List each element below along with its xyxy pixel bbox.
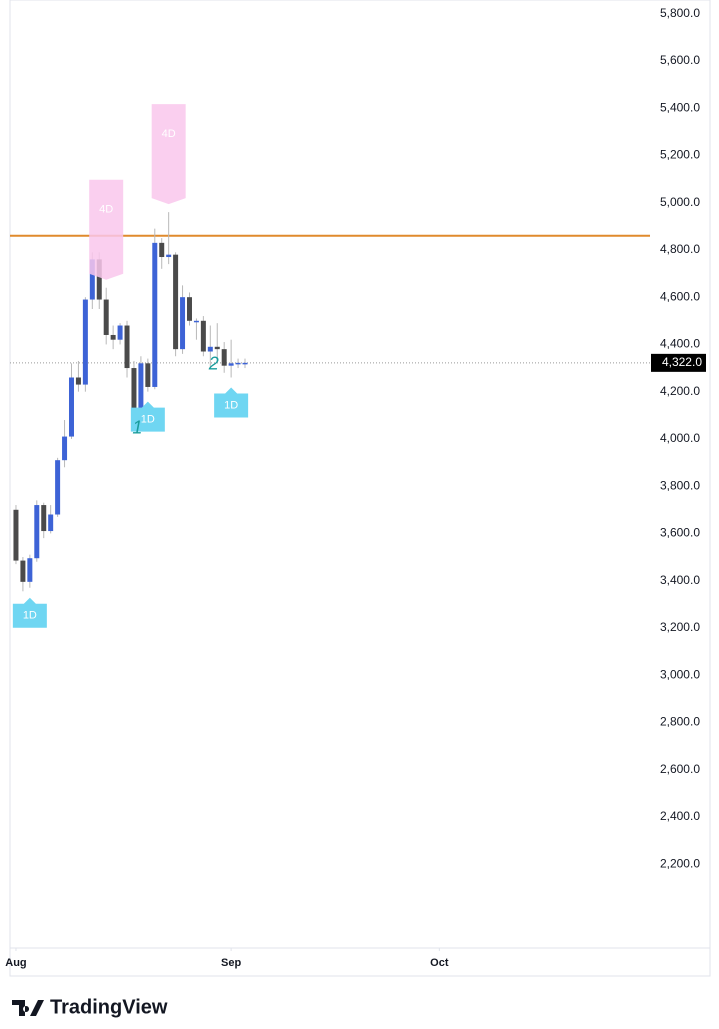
y-tick-label: 2,200.0 (660, 856, 700, 870)
last-price-label: 4,322.0 (662, 355, 702, 369)
y-tick-label: 3,200.0 (660, 620, 700, 634)
y-tick-label: 4,800.0 (660, 242, 700, 256)
candle-body (186, 297, 192, 321)
last-price-box (651, 353, 706, 372)
low-marker-label: 1D (224, 399, 238, 411)
high-marker (89, 179, 124, 280)
candle-body (242, 362, 248, 365)
candle-body (193, 320, 199, 323)
candle-body (75, 377, 81, 385)
low-marker-label: 1D (23, 610, 37, 622)
candle-body (48, 514, 54, 532)
frame (9, 0, 711, 977)
candle-body (117, 325, 123, 340)
candle-body (110, 334, 116, 340)
high-marker (151, 104, 186, 205)
low-marker-label: 1D (141, 414, 155, 426)
brand: TradingView (50, 996, 168, 1018)
candle-body (55, 460, 61, 515)
y-tick-label: 3,600.0 (660, 526, 700, 540)
candle-body (159, 242, 165, 258)
low-marker (12, 597, 47, 628)
candle-body (152, 242, 158, 387)
y-tick-label: 3,800.0 (660, 478, 700, 492)
candle-body (68, 377, 74, 437)
logo-icon (12, 1000, 44, 1016)
candle-body (221, 349, 227, 366)
candle-body (173, 254, 179, 350)
x-tick-label: Aug (5, 957, 26, 969)
low-marker (214, 387, 249, 418)
candle-body (180, 297, 186, 350)
y-tick-label: 2,400.0 (660, 809, 700, 823)
y-tick-label: 2,800.0 (660, 715, 700, 729)
candle-body (34, 505, 40, 559)
candle-body (103, 299, 109, 335)
candle-body (96, 259, 102, 300)
candle-body (166, 254, 172, 258)
y-tick-label: 4,000.0 (660, 431, 700, 445)
candle-body (62, 436, 68, 461)
candle-body (82, 299, 88, 385)
candle-body (20, 560, 26, 582)
candle-body (207, 346, 213, 352)
high-marker-label: 4D (99, 204, 113, 216)
low-marker (130, 401, 165, 432)
x-tick-label: Oct (430, 957, 449, 969)
y-tick-label: 5,400.0 (660, 100, 700, 114)
candle-body (145, 363, 151, 387)
candle-body (27, 558, 33, 582)
candle-body (235, 362, 241, 365)
candle-body (200, 320, 206, 352)
y-tick-label: 4,400.0 (660, 337, 700, 351)
candle-body (124, 325, 130, 369)
y-tick-label: 5,600.0 (660, 53, 700, 67)
candle-body (13, 509, 19, 561)
y-tick-label: 4,200.0 (660, 384, 700, 398)
y-tick-label: 4,600.0 (660, 289, 700, 303)
candle-body (214, 346, 220, 350)
y-tick-label: 5,200.0 (660, 148, 700, 162)
x-tick-label: Sep (221, 957, 241, 969)
candle-body (131, 368, 137, 421)
y-tick-label: 5,000.0 (660, 195, 700, 209)
y-tick-label: 2,600.0 (660, 762, 700, 776)
annotation: 1 (132, 417, 142, 437)
candle-body (228, 363, 234, 366)
candle-body (138, 363, 144, 421)
annotation: 2 (208, 354, 219, 374)
y-tick-label: 3,000.0 (660, 667, 700, 681)
high-marker-label: 4D (162, 128, 176, 140)
y-tick-label: 5,800.0 (660, 6, 700, 20)
candle-body (41, 505, 47, 532)
y-tick-label: 3,400.0 (660, 573, 700, 587)
logo: TradingView (12, 996, 168, 1018)
candle-body (89, 259, 95, 300)
